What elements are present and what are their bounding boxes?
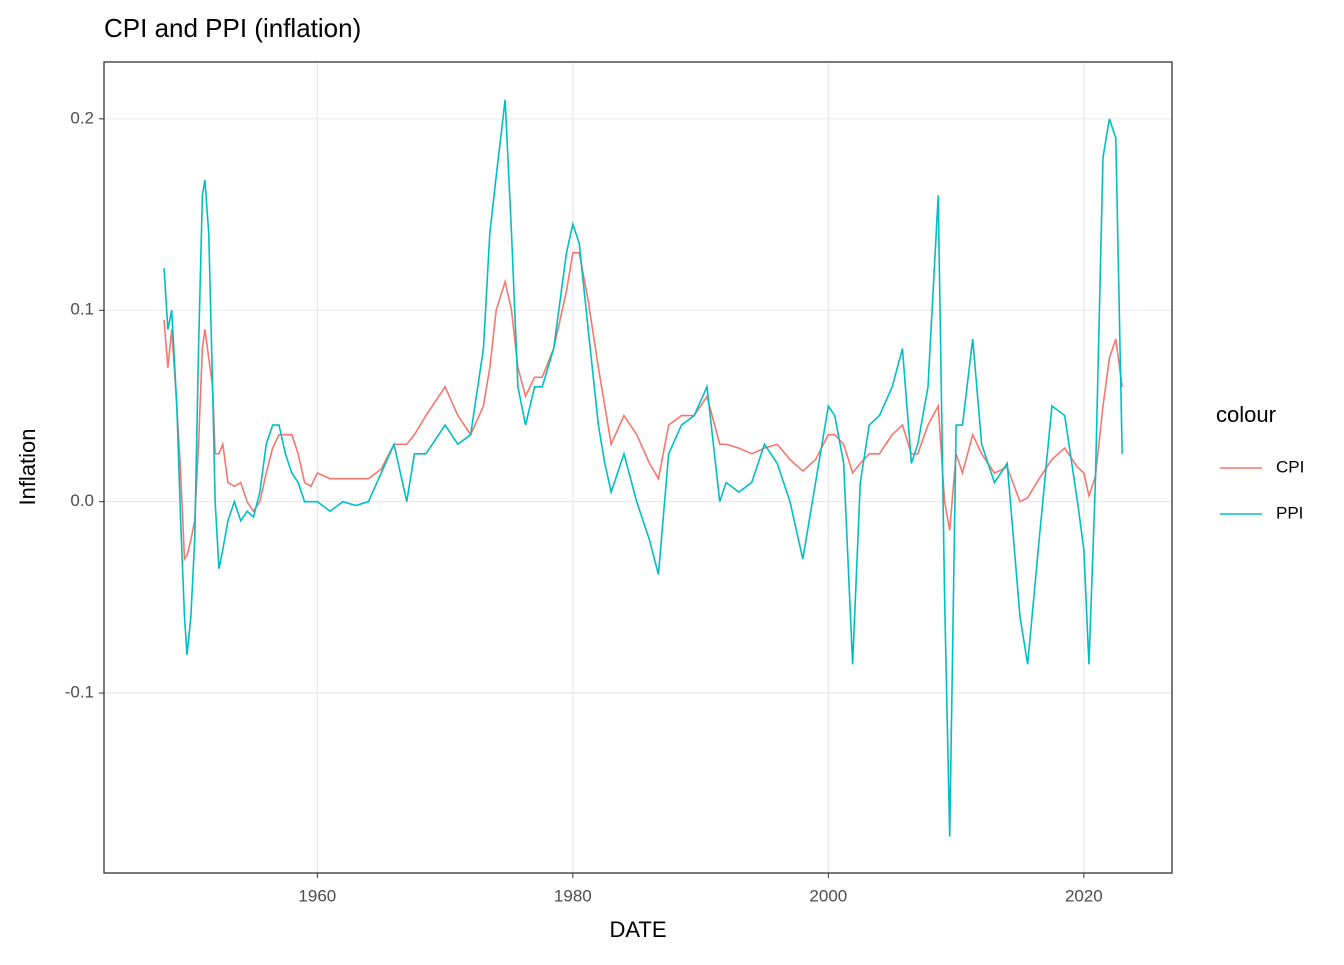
legend-label: PPI xyxy=(1276,503,1303,522)
y-tick-label: 0.2 xyxy=(70,108,94,127)
x-axis-label: DATE xyxy=(609,917,666,942)
x-tick-label: 1960 xyxy=(298,886,336,905)
series-line xyxy=(163,252,1123,562)
x-tick-label: 2020 xyxy=(1065,886,1103,905)
y-axis-label: Inflation xyxy=(15,428,40,505)
plot-border xyxy=(103,61,1173,874)
y-tick-label: 0.1 xyxy=(70,300,94,319)
y-tick-label: -0.1 xyxy=(65,683,94,702)
x-tick-label: 1980 xyxy=(554,886,592,905)
series-line xyxy=(163,99,1123,837)
legend-label: CPI xyxy=(1276,457,1304,476)
x-tick-label: 2000 xyxy=(809,886,847,905)
chart-title: CPI and PPI (inflation) xyxy=(104,13,361,43)
y-tick-label: 0.0 xyxy=(70,491,94,510)
legend-title: colour xyxy=(1216,402,1276,427)
